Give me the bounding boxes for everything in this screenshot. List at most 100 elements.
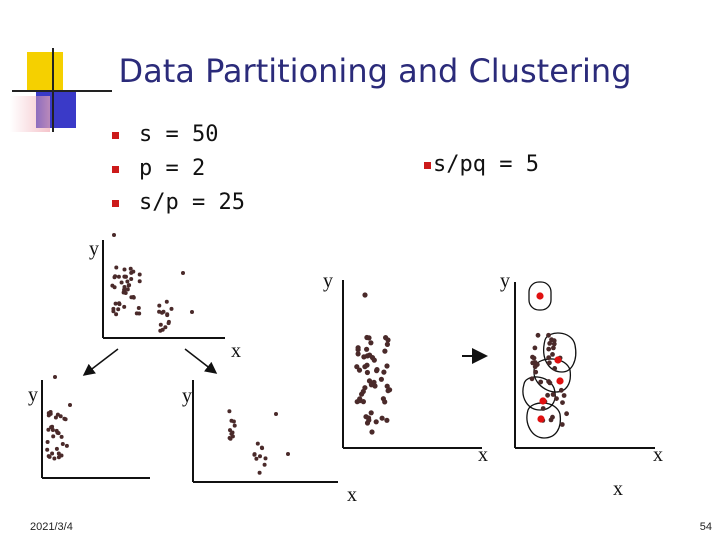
scatter-point	[49, 425, 54, 430]
scatter-point	[378, 376, 384, 382]
scatter-point	[274, 412, 278, 416]
scatter-point	[539, 397, 547, 405]
scatter-point	[119, 280, 124, 285]
scatter-point	[60, 442, 65, 446]
scatter-point	[116, 307, 121, 312]
scatter-point	[559, 422, 565, 427]
scatter-point	[561, 393, 567, 398]
scatter-point	[551, 338, 557, 344]
scatter-point	[554, 356, 562, 364]
scatter-point	[538, 379, 544, 385]
bullet-text: s/p = 25	[139, 190, 245, 215]
scatter-point	[369, 429, 375, 435]
x-label-right-axis: x	[653, 444, 663, 466]
scatter-point	[537, 415, 545, 423]
scatter-point	[547, 360, 552, 366]
bullet-square-icon	[112, 199, 119, 207]
scatter-point	[387, 387, 393, 393]
bullet-text: p = 2	[139, 156, 206, 181]
scatter-point	[127, 283, 132, 288]
scatter-point	[137, 279, 142, 284]
scatter-point	[158, 322, 163, 327]
scatter-point	[371, 357, 377, 363]
scatter-point	[533, 362, 539, 367]
scatter-point	[47, 454, 52, 459]
scatter-point	[384, 417, 390, 423]
scatter-point	[554, 396, 559, 401]
scatter-point	[228, 436, 233, 441]
scatter-point	[551, 345, 556, 351]
scatter-point	[123, 274, 128, 279]
scatter-point	[136, 306, 141, 310]
bullet-list: s = 50 p = 2 s/p = 25	[112, 118, 245, 220]
scatter-point	[552, 366, 558, 371]
scatter-point	[122, 304, 127, 309]
deco-horizontal-line	[12, 90, 112, 92]
scatter-point	[263, 456, 268, 461]
scatter-point	[355, 345, 361, 351]
y-label-bottomleft: y	[28, 384, 38, 406]
scatter-point	[364, 346, 370, 352]
scatter-point	[56, 451, 61, 456]
scatter-point	[558, 387, 564, 393]
scatter-point	[113, 274, 118, 279]
scatter-point	[385, 337, 391, 343]
scatter-point	[550, 352, 555, 357]
scatter-point	[46, 413, 51, 418]
bullet-text: s = 50	[139, 122, 219, 147]
scatter-point	[59, 434, 64, 439]
scatter-point	[157, 303, 162, 308]
scatter-point	[58, 414, 63, 419]
scatter-point	[556, 377, 564, 385]
bullet-item: s = 50	[112, 118, 245, 152]
scatter-point	[111, 309, 116, 314]
scatter-point	[384, 363, 390, 369]
scatter-point	[166, 319, 171, 324]
scatter-point	[134, 311, 139, 316]
scatter-point	[546, 379, 551, 384]
scatter-point	[366, 335, 372, 341]
scatter-point	[252, 452, 257, 457]
arrow-right-icon	[184, 348, 218, 374]
scatter-point	[129, 277, 134, 281]
axes	[41, 240, 655, 483]
scatter-point	[227, 409, 232, 414]
scatter-point	[157, 309, 162, 314]
scatter-point	[62, 416, 67, 421]
scatter-point	[550, 392, 556, 397]
y-label-bottommid: y	[182, 385, 192, 407]
scatter-point	[114, 312, 119, 317]
scatter-point	[368, 340, 374, 346]
scatter-point	[260, 446, 265, 451]
y-label-right: y	[500, 270, 510, 292]
scatter-point	[382, 399, 388, 405]
scatter-point	[545, 392, 550, 398]
scatter-point	[125, 287, 130, 292]
scatter-point	[51, 434, 56, 439]
scatter-point	[163, 325, 168, 330]
scatter-point	[114, 265, 119, 270]
scatter-point	[45, 440, 50, 444]
scatter-point	[46, 427, 51, 432]
scatter-point	[255, 441, 260, 446]
page-number: 54	[699, 521, 712, 533]
scatter-point	[364, 420, 371, 426]
scatter-point	[254, 456, 259, 461]
scatter-point	[113, 301, 118, 306]
x-label-right-bottom: x	[613, 478, 623, 500]
scatter-point	[361, 354, 367, 360]
arrow-left-icon	[82, 348, 119, 376]
scatter-point	[357, 396, 363, 402]
cluster-outline	[533, 358, 572, 393]
scatter-point	[354, 364, 360, 370]
right-bullet: s/pq = 5	[424, 148, 539, 182]
cluster-outline	[543, 332, 577, 373]
scatter-point	[54, 446, 59, 451]
scatter-point	[362, 292, 368, 298]
footer-date: 2021/3/4	[30, 521, 73, 533]
scatter-point	[560, 400, 565, 405]
scatter-point	[125, 279, 130, 284]
scatter-point	[53, 375, 57, 379]
slide-title: Data Partitioning and Clustering	[118, 52, 632, 90]
